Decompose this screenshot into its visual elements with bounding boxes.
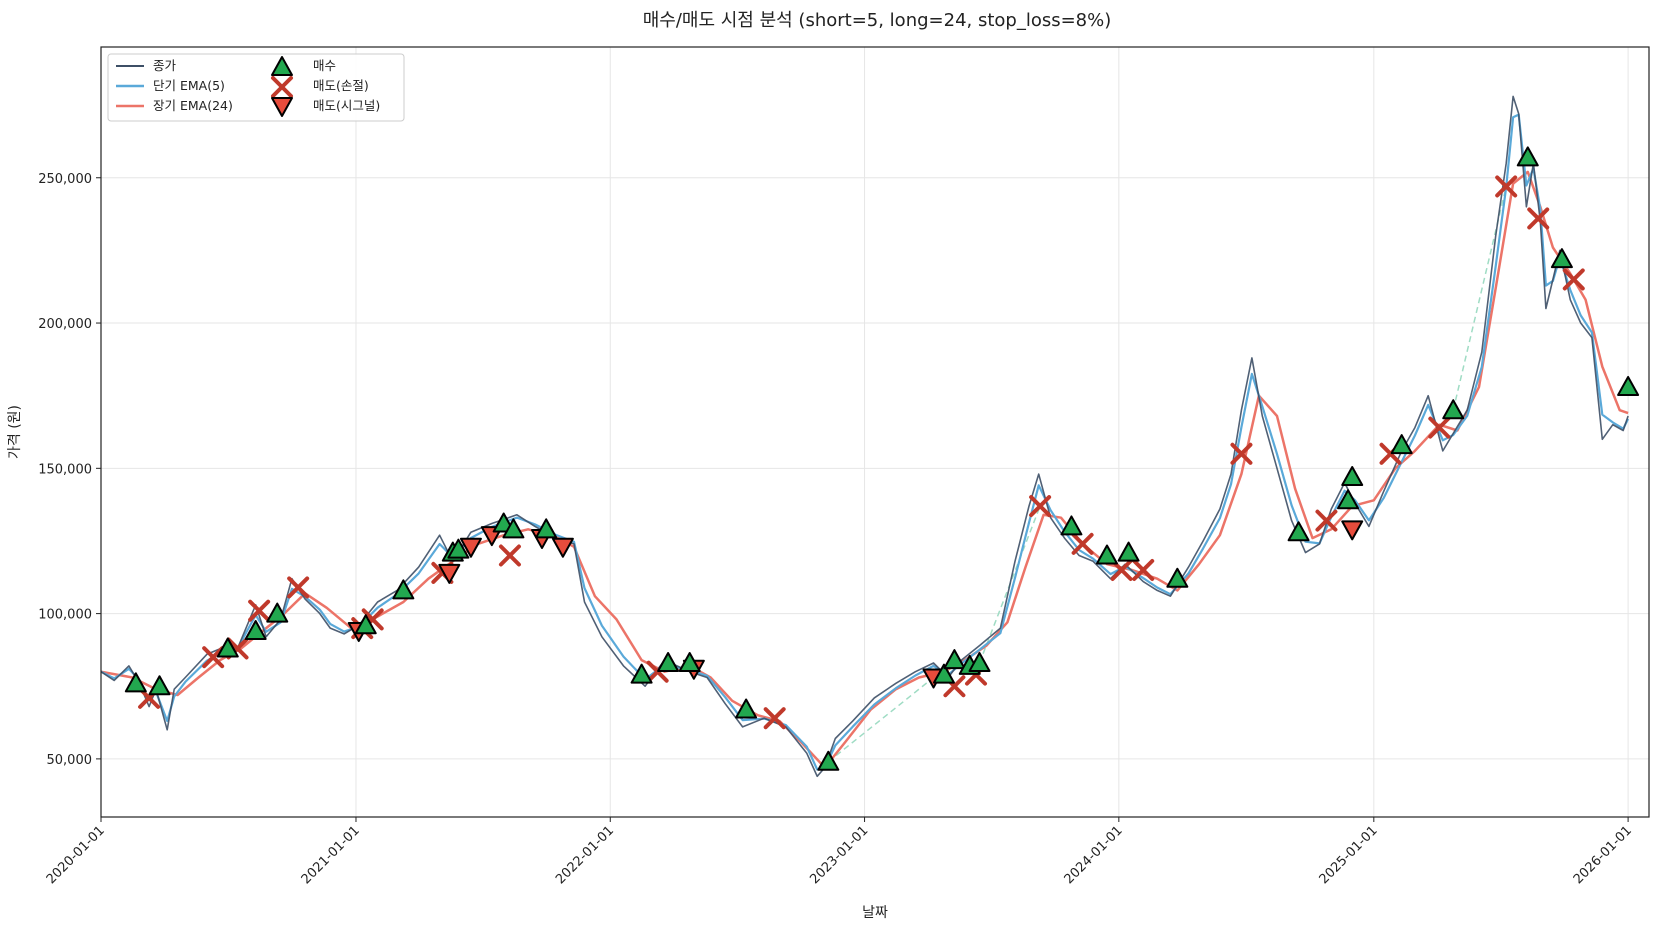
buy-marker	[1341, 466, 1364, 487]
buy-marker	[968, 652, 991, 672]
sell-stop-stroke	[202, 646, 225, 669]
buy-marker	[1516, 146, 1539, 167]
buy-marker	[1390, 434, 1413, 455]
sell-stop-stroke	[271, 76, 293, 98]
sell-stop-stroke	[1527, 207, 1550, 230]
sell-stop-marker	[1495, 175, 1518, 198]
buy-marker	[1550, 248, 1573, 269]
sell-stop-stroke	[1315, 509, 1338, 532]
y-tick-label: 150,000	[38, 462, 92, 477]
x-axis-title: 날짜	[862, 905, 888, 921]
sell-signal-marker	[551, 537, 574, 558]
buy-marker	[1617, 375, 1640, 396]
buy-marker	[124, 672, 147, 693]
sell-stop-stroke	[1428, 416, 1451, 439]
buy-marker	[1287, 521, 1310, 542]
buy-marker	[630, 663, 653, 684]
sell-stop-stroke	[943, 675, 966, 698]
chart-title: 매수/매도 시점 분석 (short=5, long=24, stop_loss…	[643, 10, 1112, 31]
legend-swatch-buy	[271, 56, 293, 76]
sell-stop-marker	[287, 576, 310, 599]
legend-label-ema-long: 장기 EMA(24)	[153, 98, 233, 113]
sell-stop-marker	[1562, 268, 1585, 291]
sell-stop-marker	[1071, 532, 1094, 555]
buy-marker	[678, 652, 701, 672]
sell-signal-marker	[438, 563, 461, 584]
legend-label-ema-short: 단기 EMA(5)	[153, 78, 225, 93]
buy-marker	[354, 614, 377, 635]
buy-marker	[943, 649, 966, 670]
sell-signal-marker	[271, 97, 293, 117]
legend-label-sell-signal: 매도(시그널)	[313, 98, 380, 113]
buy-marker	[266, 602, 289, 623]
sell-stop-marker	[1315, 509, 1338, 532]
y-tick-label: 200,000	[38, 317, 92, 332]
buy-marker	[244, 620, 267, 641]
sell-stop-marker	[202, 646, 225, 669]
buy-marker	[392, 579, 415, 600]
legend-label-sell-stop: 매도(손절)	[313, 78, 369, 93]
sell-stop-marker	[1527, 207, 1550, 230]
y-tick-label: 250,000	[38, 172, 92, 187]
legend: 종가 단기 EMA(5) 장기 EMA(24) 매수 매도(손절) 매도(시그널…	[107, 53, 405, 122]
sell-stop-stroke	[1071, 532, 1094, 555]
buy-marker	[1337, 489, 1360, 510]
sell-stop-marker	[271, 76, 293, 98]
sell-stop-stroke	[248, 599, 271, 622]
legend-box	[107, 53, 405, 122]
buy-marker	[216, 637, 239, 658]
buy-marker	[271, 56, 293, 76]
buy-marker	[657, 652, 680, 672]
sell-stop-stroke	[287, 576, 310, 599]
sell-stop-marker	[1230, 442, 1253, 465]
buy-marker	[1095, 544, 1118, 565]
plot-frame	[100, 46, 1650, 818]
buy-marker	[148, 675, 171, 696]
sell-stop-stroke	[1230, 442, 1253, 465]
trade-markers	[124, 146, 1640, 771]
sell-stop-marker	[498, 544, 521, 567]
buy-marker	[535, 518, 558, 539]
sell-stop-marker	[1428, 416, 1451, 439]
close-price-line	[100, 95, 1629, 778]
buy-marker	[1166, 567, 1189, 588]
trade-path-line	[827, 676, 934, 763]
sell-stop-stroke	[1110, 559, 1133, 582]
y-axis-title: 가격 (원)	[7, 405, 23, 459]
y-tick-label: 100,000	[38, 608, 92, 623]
sell-stop-marker	[1029, 495, 1052, 518]
legend-swatch-sell-signal	[271, 97, 293, 117]
buy-marker	[1060, 515, 1083, 536]
buy-marker	[932, 663, 955, 684]
sell-stop-stroke	[1029, 495, 1052, 518]
sell-stop-stroke	[1132, 559, 1155, 582]
y-tick-label: 50,000	[47, 753, 93, 768]
buy-marker	[1117, 541, 1140, 562]
legend-label-close: 종가	[153, 58, 177, 73]
sell-stop-marker	[763, 707, 786, 730]
buy-marker	[735, 698, 758, 719]
buy-marker	[817, 750, 840, 771]
legend-label-buy: 매수	[313, 58, 336, 73]
sell-stop-stroke	[1495, 175, 1518, 198]
legend-swatch-sell-stop	[271, 76, 293, 98]
sell-signal-marker	[459, 537, 482, 558]
buy-marker	[447, 538, 470, 559]
sell-stop-stroke	[763, 707, 786, 730]
sell-signal-marker	[1341, 520, 1364, 541]
sell-stop-marker	[1132, 559, 1155, 582]
sell-stop-stroke	[1562, 268, 1585, 291]
buy-marker	[502, 518, 525, 539]
sell-stop-marker	[248, 599, 271, 622]
buy-marker	[1442, 399, 1465, 420]
sell-stop-stroke	[498, 544, 521, 567]
